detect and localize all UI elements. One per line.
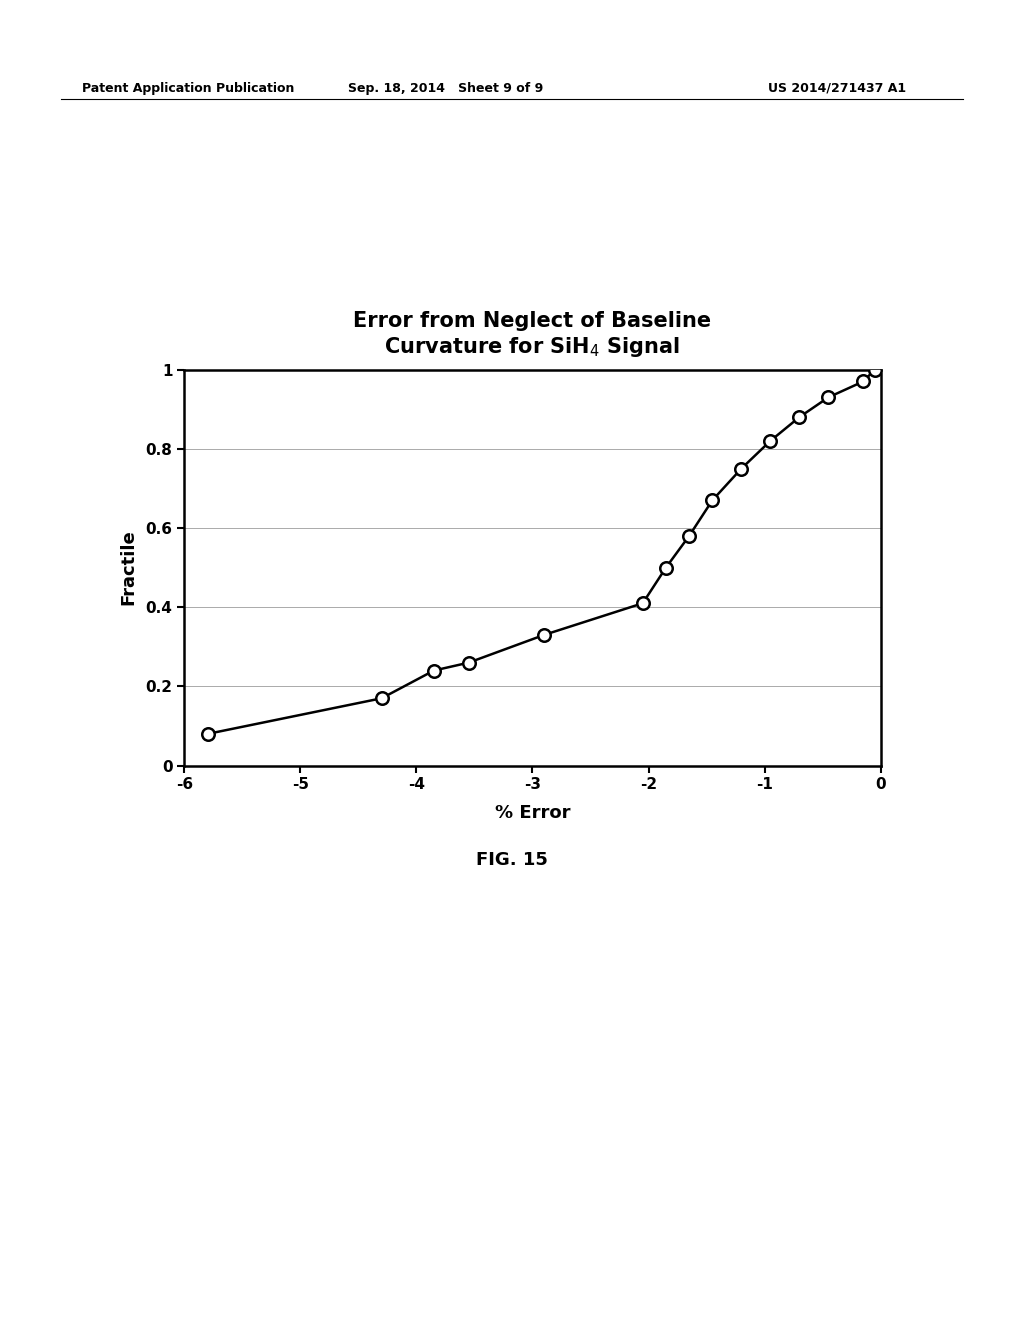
Text: US 2014/271437 A1: US 2014/271437 A1 xyxy=(768,82,906,95)
Text: Patent Application Publication: Patent Application Publication xyxy=(82,82,294,95)
X-axis label: % Error: % Error xyxy=(495,804,570,821)
Title: Error from Neglect of Baseline
Curvature for SiH$_4$ Signal: Error from Neglect of Baseline Curvature… xyxy=(353,312,712,359)
Text: FIG. 15: FIG. 15 xyxy=(476,851,548,870)
Text: Sep. 18, 2014   Sheet 9 of 9: Sep. 18, 2014 Sheet 9 of 9 xyxy=(348,82,543,95)
Y-axis label: Fractile: Fractile xyxy=(119,529,137,606)
